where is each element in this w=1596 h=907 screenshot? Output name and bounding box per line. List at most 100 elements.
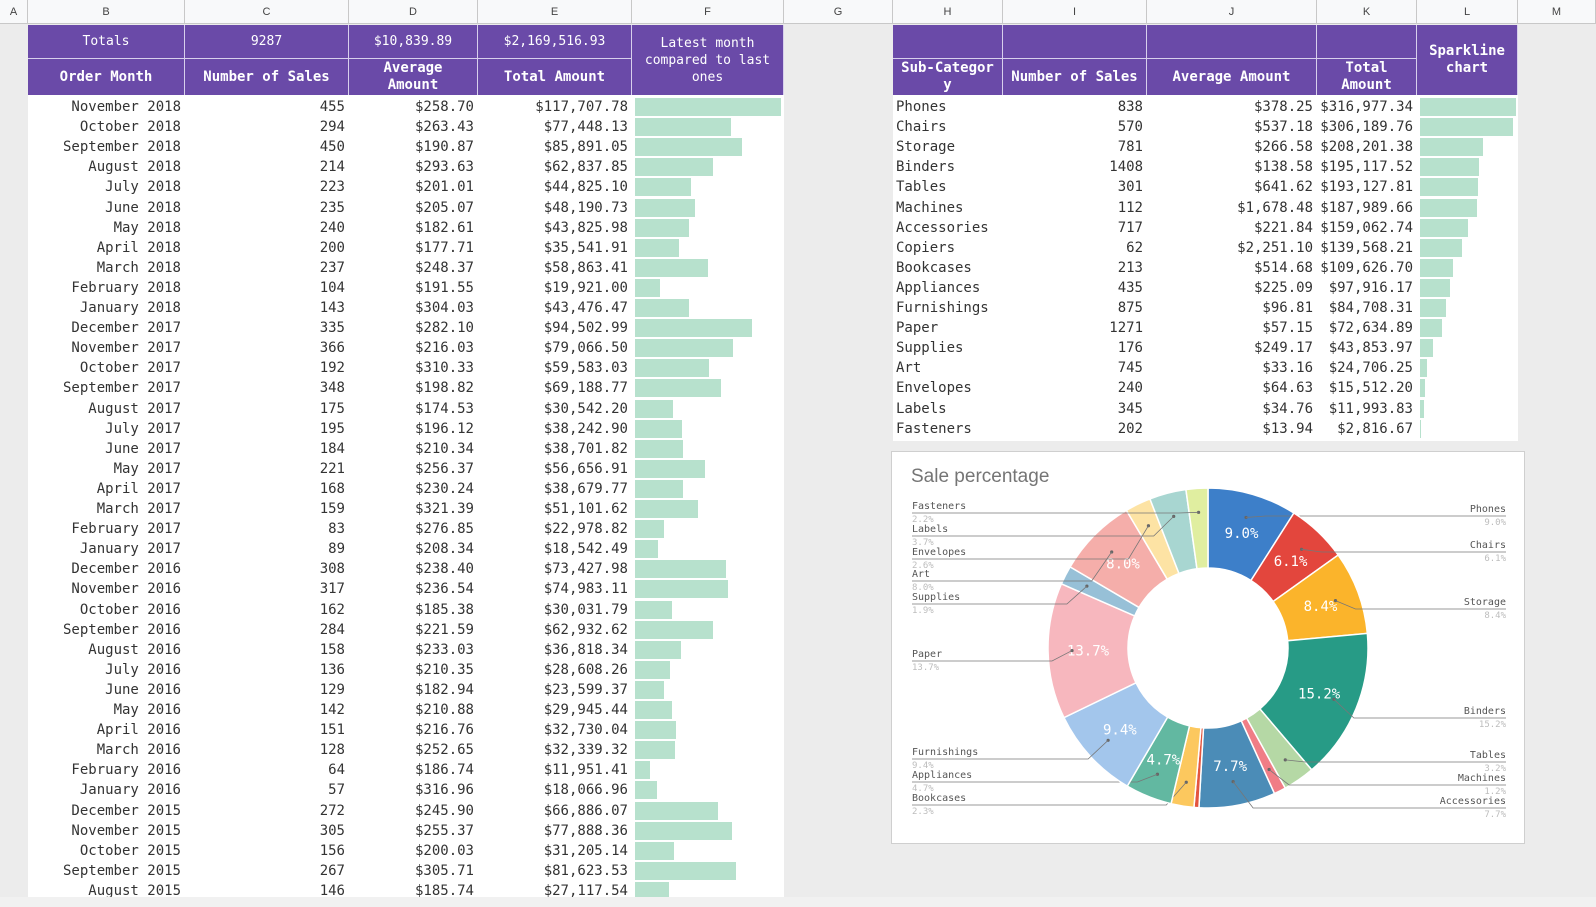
table-cell[interactable]: $38,242.90 bbox=[543, 420, 628, 437]
table-cell[interactable]: $28,608.26 bbox=[543, 661, 628, 678]
order-month-cell[interactable]: September 2018 bbox=[62, 139, 181, 156]
table-cell[interactable]: $191.55 bbox=[414, 279, 474, 296]
table-cell[interactable]: $182.94 bbox=[414, 681, 474, 698]
order-month-cell[interactable]: July 2017 bbox=[105, 420, 181, 437]
table-cell[interactable]: $34.76 bbox=[1262, 400, 1313, 417]
table-cell[interactable]: $43,825.98 bbox=[543, 219, 628, 236]
column-header-l[interactable]: L bbox=[1417, 0, 1518, 24]
table-cell[interactable]: $216.03 bbox=[414, 340, 474, 357]
order-month-cell[interactable]: December 2015 bbox=[71, 802, 181, 819]
order-month-cell[interactable]: November 2016 bbox=[71, 581, 181, 598]
table-cell[interactable]: $263.43 bbox=[414, 119, 474, 136]
table-cell[interactable]: 240 bbox=[1117, 380, 1143, 397]
order-month-cell[interactable]: August 2017 bbox=[88, 400, 181, 417]
table-cell[interactable]: $77,448.13 bbox=[543, 119, 628, 136]
sub-category-cell[interactable]: Phones bbox=[896, 99, 947, 115]
order-month-cell[interactable]: January 2016 bbox=[79, 782, 181, 799]
table-cell[interactable]: 214 bbox=[319, 159, 345, 176]
table-cell[interactable]: 192 bbox=[319, 360, 345, 377]
order-month-cell[interactable]: March 2016 bbox=[96, 742, 181, 759]
totals-cell-0[interactable]: Totals bbox=[28, 25, 185, 59]
table-cell[interactable]: $266.58 bbox=[1253, 139, 1313, 156]
order-month-cell[interactable]: March 2017 bbox=[96, 501, 181, 517]
table-cell[interactable]: 195 bbox=[319, 420, 345, 437]
right-header-1[interactable]: Number of Sales bbox=[1003, 59, 1147, 95]
table-cell[interactable]: 89 bbox=[328, 541, 345, 558]
table-cell[interactable]: $200.03 bbox=[414, 842, 474, 859]
table-cell[interactable]: $58,863.41 bbox=[543, 259, 628, 276]
table-cell[interactable]: 151 bbox=[319, 722, 345, 739]
table-cell[interactable]: $33.16 bbox=[1262, 360, 1313, 377]
sub-category-cell[interactable]: Paper bbox=[896, 320, 939, 337]
sub-category-cell[interactable]: Tables bbox=[896, 179, 947, 196]
table-cell[interactable]: $43,853.97 bbox=[1328, 340, 1413, 357]
table-cell[interactable]: $216.76 bbox=[414, 722, 474, 739]
order-month-cell[interactable]: September 2016 bbox=[62, 621, 181, 638]
totals-cell-1[interactable]: 9287 bbox=[185, 25, 349, 59]
table-cell[interactable]: $51,101.62 bbox=[543, 501, 628, 517]
table-cell[interactable]: $19,921.00 bbox=[543, 279, 628, 296]
table-cell[interactable]: 570 bbox=[1117, 119, 1143, 136]
table-cell[interactable]: $282.10 bbox=[414, 320, 474, 337]
order-month-cell[interactable]: October 2016 bbox=[79, 601, 181, 618]
table-cell[interactable]: 240 bbox=[319, 219, 345, 236]
table-cell[interactable]: 272 bbox=[319, 802, 345, 819]
table-cell[interactable]: 83 bbox=[328, 521, 345, 538]
table-cell[interactable]: 176 bbox=[1117, 340, 1143, 357]
table-cell[interactable]: 129 bbox=[319, 681, 345, 698]
sub-category-cell[interactable]: Fasteners bbox=[896, 420, 972, 437]
table-cell[interactable]: 62 bbox=[1126, 239, 1143, 256]
table-cell[interactable]: 781 bbox=[1117, 139, 1143, 156]
order-month-cell[interactable]: June 2018 bbox=[105, 199, 181, 216]
table-cell[interactable]: $94,502.99 bbox=[543, 320, 628, 337]
table-cell[interactable]: $56,656.91 bbox=[543, 460, 628, 477]
table-cell[interactable]: $15,512.20 bbox=[1328, 380, 1413, 397]
table-cell[interactable]: $13.94 bbox=[1262, 420, 1313, 437]
sub-category-cell[interactable]: Appliances bbox=[896, 279, 981, 296]
sub-category-cell[interactable]: Copiers bbox=[896, 239, 956, 256]
table-cell[interactable]: $316.96 bbox=[414, 782, 474, 799]
table-cell[interactable]: $24,706.25 bbox=[1328, 360, 1413, 377]
table-cell[interactable]: $36,818.34 bbox=[543, 641, 628, 658]
table-cell[interactable]: $32,339.32 bbox=[543, 742, 628, 759]
table-cell[interactable]: $293.63 bbox=[414, 159, 474, 176]
column-header-j[interactable]: J bbox=[1147, 0, 1317, 24]
table-cell[interactable]: 136 bbox=[319, 661, 345, 678]
table-cell[interactable]: $258.70 bbox=[414, 99, 474, 115]
order-month-cell[interactable]: November 2018 bbox=[71, 99, 181, 115]
right-header-0[interactable]: Sub-Category bbox=[893, 59, 1003, 95]
left-header-3[interactable]: Total Amount bbox=[478, 59, 632, 95]
right-header-3[interactable]: Total Amount bbox=[1317, 59, 1417, 95]
table-cell[interactable]: 57 bbox=[328, 782, 345, 799]
table-cell[interactable]: $31,205.14 bbox=[543, 842, 628, 859]
totals-cell-3[interactable]: $2,169,516.93 bbox=[478, 25, 632, 59]
left-header-1[interactable]: Number of Sales bbox=[185, 59, 349, 95]
table-cell[interactable]: $2,816.67 bbox=[1337, 420, 1413, 437]
table-cell[interactable]: $96.81 bbox=[1262, 300, 1313, 316]
column-header-f[interactable]: F bbox=[632, 0, 784, 24]
table-cell[interactable]: $238.40 bbox=[414, 561, 474, 578]
order-month-cell[interactable]: November 2017 bbox=[71, 340, 181, 357]
table-cell[interactable]: 200 bbox=[319, 239, 345, 256]
sub-category-cell[interactable]: Art bbox=[896, 360, 922, 377]
table-cell[interactable]: $201.01 bbox=[414, 179, 474, 196]
order-month-cell[interactable]: April 2017 bbox=[96, 480, 181, 497]
table-cell[interactable]: $11,993.83 bbox=[1328, 400, 1413, 417]
table-cell[interactable]: $48,190.73 bbox=[543, 199, 628, 216]
order-month-cell[interactable]: April 2018 bbox=[96, 239, 181, 256]
table-cell[interactable]: 345 bbox=[1117, 400, 1143, 417]
table-cell[interactable]: $18,542.49 bbox=[543, 541, 628, 558]
order-month-cell[interactable]: February 2016 bbox=[71, 762, 181, 779]
table-cell[interactable]: $205.07 bbox=[414, 199, 474, 216]
table-cell[interactable]: $85,891.05 bbox=[543, 139, 628, 156]
table-cell[interactable]: $316,977.34 bbox=[1320, 99, 1413, 115]
table-cell[interactable]: $59,583.03 bbox=[543, 360, 628, 377]
table-cell[interactable]: $177.71 bbox=[414, 239, 474, 256]
table-cell[interactable]: 317 bbox=[319, 581, 345, 598]
table-cell[interactable]: 175 bbox=[319, 400, 345, 417]
table-cell[interactable]: $249.17 bbox=[1253, 340, 1313, 357]
table-cell[interactable]: 1271 bbox=[1109, 320, 1143, 337]
table-cell[interactable]: $11,951.41 bbox=[543, 762, 628, 779]
column-header-h[interactable]: H bbox=[893, 0, 1003, 24]
table-cell[interactable]: $138.58 bbox=[1253, 159, 1313, 176]
